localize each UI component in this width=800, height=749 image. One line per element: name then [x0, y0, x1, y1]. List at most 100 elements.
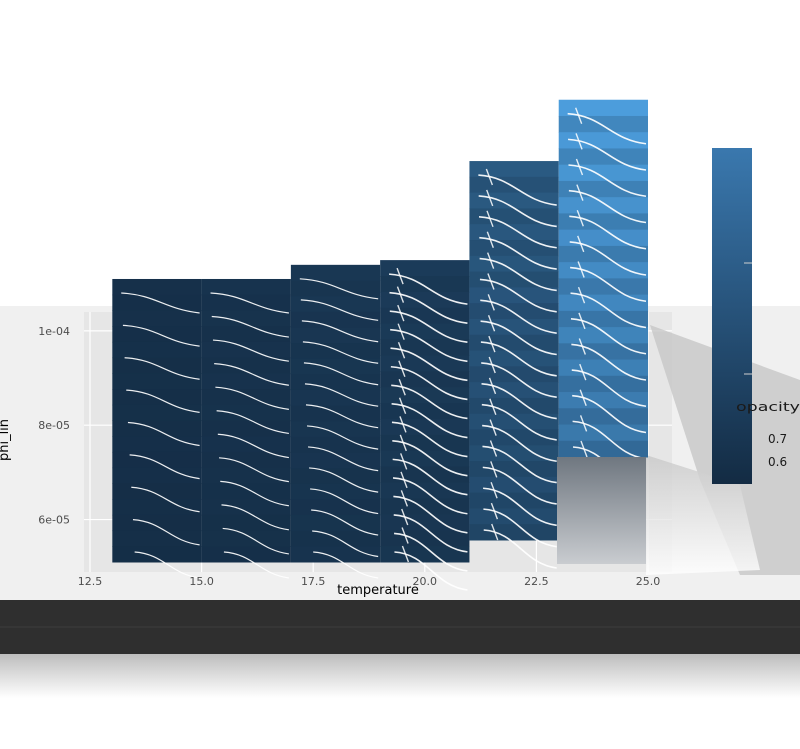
panel-band — [380, 387, 470, 404]
panel-band — [558, 294, 648, 312]
panel-curve — [129, 454, 200, 480]
panel-5 — [469, 161, 559, 569]
panel-band — [380, 546, 470, 563]
panel-curve — [479, 236, 557, 270]
panel-band — [380, 530, 470, 547]
panel-band — [112, 514, 202, 532]
panel-curve — [568, 164, 647, 198]
panel-band — [558, 262, 648, 279]
panel-curve — [126, 389, 200, 413]
y-tick-label: 6e-05 — [38, 514, 70, 527]
panel-curve — [305, 404, 379, 429]
panel-curve — [481, 383, 557, 420]
panel-curve — [122, 324, 200, 347]
panel-4 — [380, 260, 470, 591]
panel-curve — [389, 310, 468, 344]
x-tick-label: 25.0 — [636, 575, 661, 588]
legend-title: opacity — [736, 400, 800, 414]
panel-band — [558, 180, 648, 198]
panel-curve — [393, 514, 468, 553]
panel-curve — [479, 278, 557, 313]
panel-curve — [478, 216, 557, 249]
panel-curve — [482, 466, 557, 505]
bottom-band-shadow — [0, 654, 800, 698]
panel-curve-stub — [574, 107, 583, 124]
panel-curve-stub — [398, 397, 407, 415]
x-tick-label: 17.5 — [301, 575, 326, 588]
panel-curve — [571, 369, 647, 408]
panel-curve-stub — [488, 356, 496, 374]
panel-band — [380, 434, 470, 452]
panel-band — [201, 451, 291, 469]
panel-band — [558, 164, 648, 182]
panel-band — [558, 310, 648, 328]
panel-curve — [212, 339, 289, 362]
panel-6 — [558, 99, 648, 486]
panel-band — [201, 294, 291, 311]
panel-curve — [392, 440, 468, 477]
panel-band — [201, 310, 291, 327]
panel-curve-stub — [488, 377, 497, 395]
panel-band — [290, 468, 381, 485]
x-tick-label: 15.0 — [189, 575, 214, 588]
panel-curve-stub — [398, 379, 406, 396]
panel-band — [290, 280, 381, 297]
panel-band — [380, 498, 470, 515]
panel-band — [201, 514, 291, 532]
panel-band — [380, 276, 470, 293]
panel-curve — [222, 527, 289, 555]
panel-curve-stub — [485, 168, 494, 186]
panel-curve-stub — [576, 184, 584, 201]
panel-band — [469, 287, 559, 304]
panel-1 — [112, 278, 202, 579]
panel-curve-stub — [400, 490, 409, 507]
panel-band — [469, 161, 559, 178]
panel-band — [469, 397, 559, 415]
panel-curve — [220, 480, 289, 507]
panel-curve-stub — [486, 210, 494, 228]
panel-curve — [300, 299, 379, 321]
panel-curve-stub — [490, 461, 498, 478]
panel-curve-stub — [487, 294, 495, 311]
panel-curve — [304, 383, 379, 407]
panel-band — [290, 499, 381, 516]
panel-3 — [290, 264, 381, 579]
panel-curve-stub — [575, 158, 584, 176]
panel-curve — [394, 551, 468, 591]
faded-panel-block — [557, 457, 646, 564]
panel-band — [201, 357, 291, 374]
panel-band — [201, 436, 291, 453]
panel-band — [112, 546, 202, 563]
panel-band — [201, 373, 291, 390]
panel-curve — [570, 292, 647, 329]
panel-curve-stub — [489, 419, 497, 436]
panel-band — [112, 294, 202, 311]
panel-curve — [483, 487, 557, 527]
panel-curve — [391, 384, 468, 420]
panel-band — [112, 341, 202, 359]
panel-curve — [570, 318, 647, 355]
panel-curve — [215, 386, 289, 410]
panel-band — [469, 524, 559, 541]
panel-band — [201, 483, 291, 500]
panel-curve-stub — [486, 252, 495, 269]
panel-curve — [121, 292, 200, 314]
panel-curve-stub — [487, 273, 495, 290]
panel-curve — [570, 266, 647, 303]
panel-curve — [478, 174, 557, 206]
panel-curve-stub — [397, 341, 406, 359]
panel-curve-stub — [579, 389, 587, 406]
panel-band — [290, 264, 381, 281]
panel-curve — [127, 421, 200, 447]
y-axis-title: phi_lin — [0, 419, 12, 461]
legend-colorbar — [712, 148, 752, 484]
panel-band — [380, 260, 470, 277]
panel-band — [469, 240, 559, 257]
panel-band — [558, 327, 648, 344]
panel-band — [558, 115, 648, 133]
panel-curve-stub — [400, 453, 408, 470]
x-tick-label: 22.5 — [524, 575, 549, 588]
panel-band — [558, 408, 648, 426]
panel-band — [469, 303, 559, 320]
